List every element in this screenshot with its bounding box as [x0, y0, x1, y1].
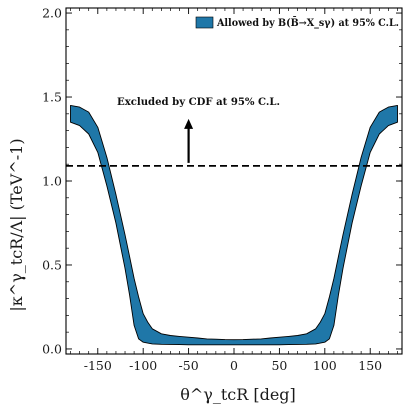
plot-border — [65, 7, 403, 355]
y-tick-label: 2.0 — [42, 6, 62, 21]
y-tick-label: 0.0 — [42, 341, 62, 356]
y-axis-title: |κ^γ_tcR/Λ| (TeV^-1) — [7, 138, 26, 311]
y-tick-label: 1.0 — [42, 174, 62, 189]
legend-label: Allowed by B(B̄→X_sγ) at 95% C.L. — [216, 17, 399, 29]
x-tick-label: 100 — [313, 358, 337, 373]
y-tick-label: 1.5 — [42, 90, 62, 105]
x-tick-label: -150 — [84, 358, 112, 373]
arrow-head — [184, 118, 194, 129]
legend-swatch — [195, 16, 214, 29]
reference-line-label: Excluded by CDF at 95% C.L. — [117, 97, 280, 108]
allowed-band — [70, 104, 398, 346]
plot-frame — [65, 7, 403, 355]
arrow-layer — [184, 118, 194, 163]
x-tick-label: 0 — [230, 358, 238, 373]
y-axis-title-text: |κ^γ_tcR/Λ| (TeV^-1) — [7, 138, 26, 311]
x-tick-label: 150 — [358, 358, 382, 373]
x-tick-label: -50 — [179, 358, 199, 373]
ticks-layer — [66, 8, 402, 354]
y-tick-labels: 0.0 0.5 1.0 1.5 2.0 — [42, 6, 62, 357]
x-tick-labels: -150 -100 -50 0 50 100 150 — [84, 358, 382, 373]
legend: Allowed by B(B̄→X_sγ) at 95% C.L. — [195, 16, 399, 29]
y-tick-label: 0.5 — [42, 257, 62, 272]
x-tick-label: 50 — [271, 358, 287, 373]
x-axis-title: θ^γ_tcR [deg] — [180, 385, 296, 404]
x-tick-label: -100 — [129, 358, 157, 373]
band-layer — [70, 104, 398, 346]
x-axis-title-text: θ^γ_tcR [deg] — [180, 385, 296, 404]
